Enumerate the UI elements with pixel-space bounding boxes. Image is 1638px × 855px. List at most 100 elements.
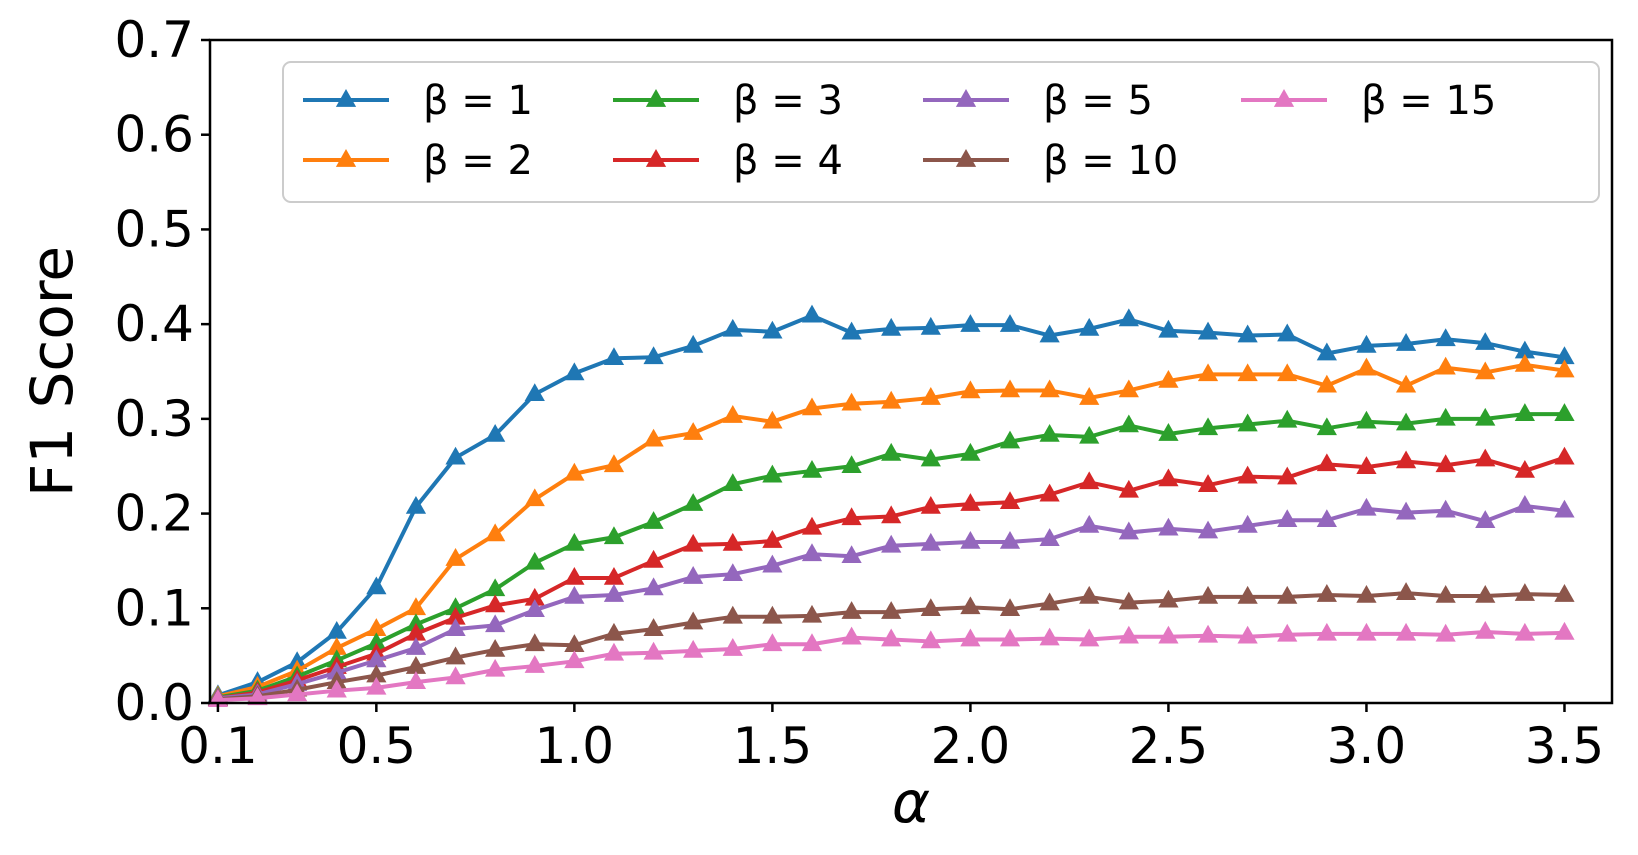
data-point [643,641,664,660]
x-axis-title: α [892,768,930,836]
data-point [801,516,823,535]
data-point [920,532,941,551]
data-point [485,614,506,633]
y-tick-label: 0.2 [114,485,194,543]
legend-label: β = 2 [423,138,533,184]
data-point [920,387,941,405]
x-tick-label: 2.5 [1129,717,1209,775]
data-point [762,633,783,652]
data-point [762,464,783,483]
data-point [524,655,545,673]
data-point [1118,521,1139,540]
data-point [1158,468,1179,487]
data-point [1237,625,1258,644]
data-point [366,618,387,636]
data-point [722,318,743,337]
data-point [643,346,664,365]
data-point [683,422,704,440]
x-axis-ticks: 0.1 0.5 1.0 1.5 2.0 2.5 3.0 3.5 [178,703,1604,775]
data-point [841,321,862,340]
data-point [762,530,783,548]
data-point [1118,479,1139,498]
data-point [1514,494,1535,513]
data-point [564,650,585,669]
y-axis-ticks: 0.0 0.1 0.2 0.3 0.4 0.5 0.6 0.7 [114,11,210,732]
data-point [722,638,743,656]
data-point [405,622,427,641]
data-point [445,597,466,616]
data-point [1435,623,1456,642]
data-point [564,634,585,653]
data-point [485,658,506,677]
data-point [1158,369,1179,388]
data-point [1475,332,1496,350]
data-point [920,598,941,617]
data-point [1277,363,1298,382]
data-point [1475,620,1496,639]
data-point [1237,514,1258,533]
data-point [1079,387,1100,405]
data-point [366,664,387,683]
data-point [366,676,387,695]
legend-item: β = 2 [303,138,533,184]
data-point [722,473,743,492]
data-point [1554,621,1575,640]
data-point [1158,319,1179,338]
data-point [683,611,704,630]
data-point [1554,499,1575,518]
x-tick-label: 2.0 [931,717,1011,775]
legend-item: β = 5 [923,78,1153,124]
data-point [1554,446,1575,465]
data-point [841,545,862,564]
data-point [1039,423,1060,442]
data-point [643,511,664,529]
data-point [960,314,981,332]
data-point [405,597,427,616]
data-point [1435,407,1456,426]
data-point [1039,483,1060,502]
plot-frame [208,38,1614,705]
data-point [564,362,585,381]
data-point [960,628,981,647]
data-point [1554,584,1575,602]
data-point [722,532,743,551]
series-line [217,455,1566,701]
data-point [1316,622,1337,641]
data-point [1039,324,1060,343]
legend-marker [955,89,977,107]
series-1 [207,304,1575,703]
data-point [1237,413,1258,432]
data-point [801,304,823,323]
data-point [564,585,585,604]
data-point [643,428,664,447]
data-point [960,530,981,549]
data-point [1039,379,1060,398]
data-point [1277,623,1298,642]
data-point [1395,412,1417,431]
data-point [405,613,427,632]
y-tick-label: 0.1 [114,579,194,637]
data-point [920,630,941,649]
legend-label: β = 4 [733,138,843,184]
x-tick-label: 3.0 [1327,717,1407,775]
data-point [1237,585,1258,604]
data-point [960,596,981,615]
data-point [1475,361,1496,380]
y-tick-label: 0.7 [114,11,194,69]
data-point [881,442,902,461]
data-point [326,637,347,655]
data-point [1316,374,1337,393]
legend-marker [645,149,667,167]
data-point [801,604,823,623]
data-point [1475,448,1496,467]
legend-marker [955,149,977,167]
y-tick-label: 0.3 [114,390,194,448]
data-point [841,601,862,619]
data-point [1356,584,1377,603]
data-point [1197,474,1219,492]
data-point [1475,584,1496,603]
data-point [564,566,585,585]
data-point [920,495,941,514]
data-point [643,618,664,636]
